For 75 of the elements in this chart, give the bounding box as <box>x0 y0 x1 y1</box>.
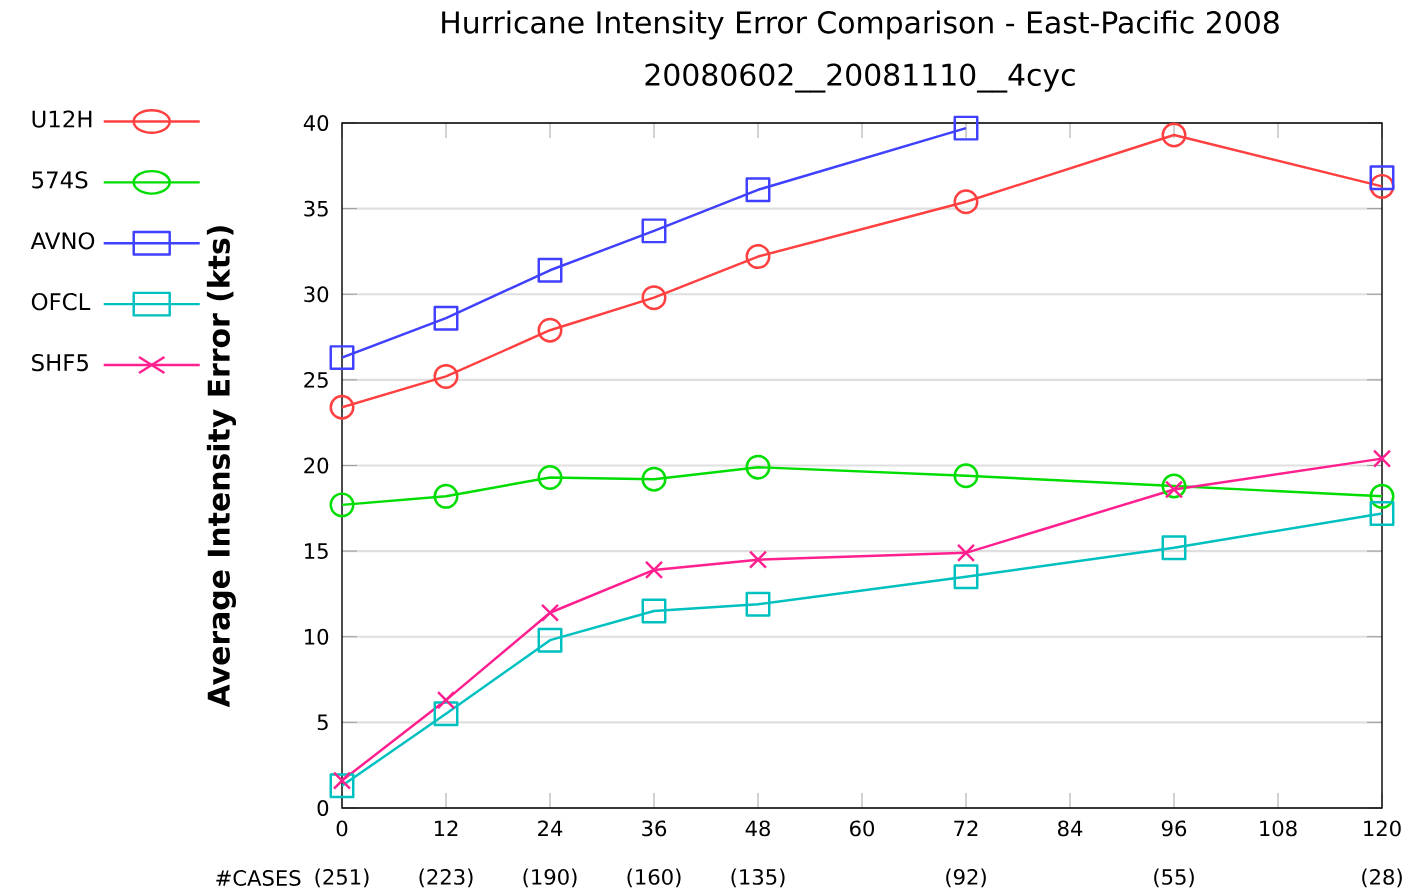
x-tick-label: 84 <box>1058 820 1083 837</box>
point <box>329 394 355 420</box>
point <box>537 317 563 343</box>
point <box>953 463 979 489</box>
point <box>644 560 664 580</box>
point <box>953 564 979 590</box>
y-tick-label: 15 <box>305 543 328 559</box>
point <box>1372 449 1392 468</box>
point <box>956 543 976 563</box>
point <box>1369 173 1395 199</box>
point <box>745 177 771 203</box>
legend-label: OFCL <box>31 293 91 311</box>
point <box>641 285 667 311</box>
point <box>1161 122 1187 148</box>
point <box>537 257 563 283</box>
point <box>436 690 456 710</box>
legend-label: SHF5 <box>32 353 88 372</box>
point <box>953 115 979 141</box>
point <box>641 218 667 244</box>
point <box>332 771 352 790</box>
text: (190) <box>523 868 577 888</box>
x-tick-label: 24 <box>538 820 563 837</box>
text: (55) <box>1154 868 1194 888</box>
chart-title: Hurricane Intensity Error Comparison - East-Pacific 2008 <box>442 10 1279 40</box>
x-tick-label: 12 <box>434 820 458 837</box>
x-tick-label: 0 <box>336 820 348 837</box>
point <box>537 627 563 653</box>
text: (251) <box>315 868 369 888</box>
point <box>329 345 355 371</box>
point <box>540 603 560 622</box>
point <box>329 773 355 799</box>
point <box>1369 165 1395 191</box>
point <box>745 244 771 270</box>
text: (28) <box>1362 868 1402 888</box>
x-tick-label: 108 <box>1260 820 1297 837</box>
point <box>1369 500 1395 526</box>
point <box>537 465 563 490</box>
point <box>329 492 355 518</box>
text: (92) <box>946 868 986 888</box>
point <box>433 305 459 331</box>
x-tick-label: 48 <box>745 820 770 837</box>
y-tick-label: 20 <box>304 457 329 474</box>
y-axis-title: Average Intensity Error (kts) <box>206 226 236 708</box>
x-tick-label: 120 <box>1364 820 1401 837</box>
text: (135) <box>731 868 785 888</box>
x-tick-label: 36 <box>642 820 667 837</box>
point <box>433 701 459 727</box>
point <box>433 483 459 509</box>
point <box>641 598 667 624</box>
legend-label: 574S <box>32 171 88 189</box>
legend-label: AVNO <box>30 232 95 250</box>
point <box>953 189 979 215</box>
point <box>433 363 459 389</box>
y-tick-label: 40 <box>303 115 329 131</box>
y-tick-label: 30 <box>304 286 329 303</box>
y-tick-label: 35 <box>304 200 328 217</box>
y-tick-label: 5 <box>317 714 328 731</box>
point <box>745 454 771 480</box>
x-tick-label: 72 <box>954 820 978 837</box>
point <box>1161 535 1187 561</box>
point <box>1161 473 1187 499</box>
point <box>745 591 771 617</box>
chart-subtitle: 20080602__20081110__4cyc <box>645 63 1075 93</box>
x-tick-label: 96 <box>1161 820 1187 837</box>
point <box>641 466 667 492</box>
text: #CASES <box>216 870 301 886</box>
text: (223) <box>419 868 473 888</box>
x-tick-label: 60 <box>850 820 875 837</box>
point <box>1369 483 1395 509</box>
y-tick-label: 25 <box>304 371 328 388</box>
y-tick-label: 0 <box>317 800 329 816</box>
legend-label: U12H <box>32 110 92 128</box>
text: (160) <box>627 868 681 888</box>
point <box>748 550 768 569</box>
y-tick-label: 10 <box>305 628 329 645</box>
